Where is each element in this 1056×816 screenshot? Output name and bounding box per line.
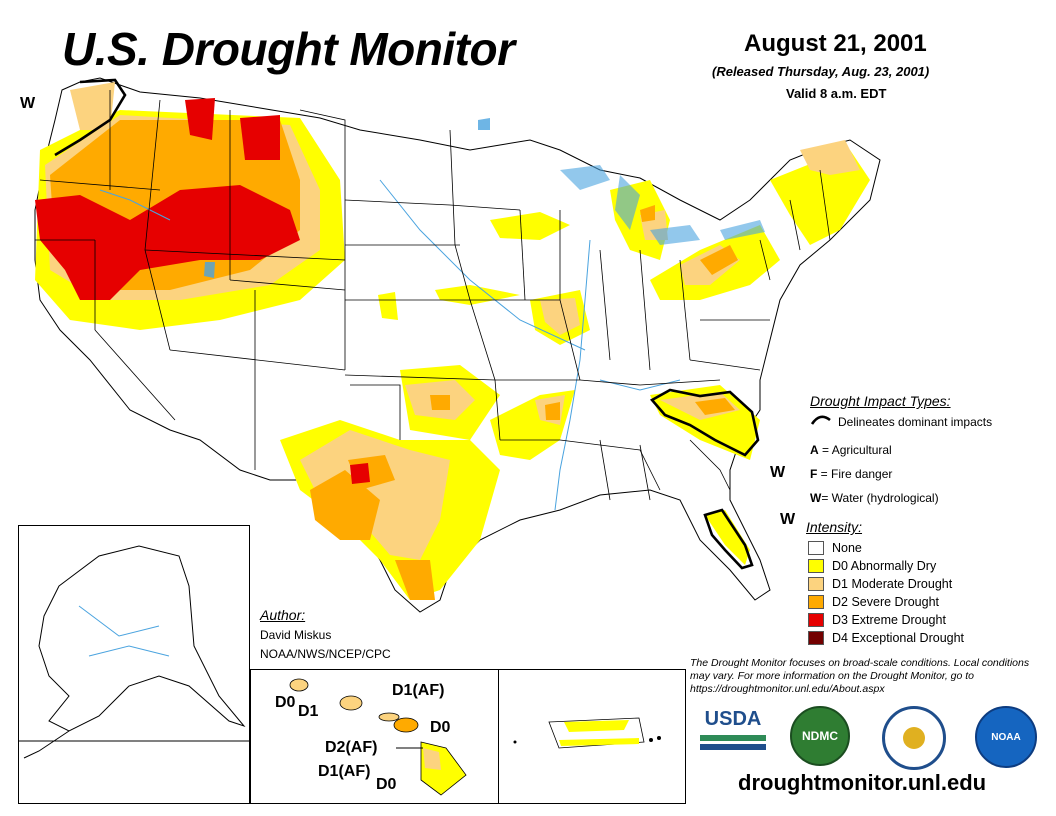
water-impact-label-florida: W (780, 511, 796, 528)
intensity-d2: D2 Severe Drought (808, 593, 964, 611)
intensity-swatch (808, 595, 824, 609)
impact-type-label: Water (hydrological) (831, 491, 939, 505)
website-url[interactable]: droughtmonitor.unl.edu (738, 770, 987, 795)
d3-areas (35, 98, 370, 484)
impact-separator: = (817, 467, 832, 481)
noaa-logo-text: NOAA (991, 731, 1021, 743)
water-bodies (204, 118, 765, 278)
puerto-rico-inset (498, 669, 686, 804)
usda-logo: USDA (700, 708, 766, 760)
impact-type-fire: F = Fire danger (810, 467, 892, 481)
alaska-map (19, 545, 249, 759)
intensity-swatch (808, 613, 824, 627)
author-org: NOAA/NWS/NCEP/CPC (260, 647, 391, 661)
commerce-seal-icon (882, 706, 946, 770)
intensity-swatch (808, 577, 824, 591)
intensity-label: None (832, 541, 862, 555)
impact-code: W (810, 491, 822, 505)
water-impact-label-northwest: W (20, 95, 36, 112)
hawaii-label-oahu: D1 (298, 703, 319, 720)
release-date: (Released Thursday, Aug. 23, 2001) (712, 64, 930, 79)
impact-type-agricultural: A = Agricultural (810, 443, 892, 457)
intensity-label: D2 Severe Drought (832, 595, 940, 609)
intensity-d0: D0 Abnormally Dry (808, 557, 964, 575)
page-title: U.S. Drought Monitor (62, 23, 515, 75)
hawaii-label-bigisland-d1: D1(AF) (318, 763, 371, 780)
hawaii-label-bigisland-d0: D0 (376, 776, 397, 793)
intensity-legend-heading: Intensity: (806, 519, 863, 535)
footer-note: The Drought Monitor focuses on broad-sca… (690, 657, 1030, 695)
intensity-d3: D3 Extreme Drought (808, 611, 964, 629)
intensity-d1: D1 Moderate Drought (808, 575, 964, 593)
puerto-rico-map (513, 717, 661, 749)
hawaii-label-maui: D0 (430, 719, 451, 736)
hawaii-label-kauai: D0 (275, 694, 296, 711)
water-impact-label-carolinas: W (770, 464, 786, 481)
intensity-label: D4 Exceptional Drought (832, 631, 965, 645)
hawaii-label-d2af: D2(AF) (325, 739, 378, 756)
impact-legend-heading: Drought Impact Types: (810, 393, 951, 409)
intensity-swatch (808, 559, 824, 573)
ndmc-logo-text: NDMC (802, 729, 838, 743)
intensity-legend: None D0 Abnormally Dry D1 Moderate Droug… (808, 539, 964, 647)
intensity-none: None (808, 539, 964, 557)
impact-separator: = (818, 443, 832, 457)
noaa-logo: NOAA (975, 706, 1037, 768)
author-name: David Miskus (260, 628, 332, 642)
state-boundaries (35, 90, 831, 501)
usda-logo-text: USDA (704, 708, 762, 730)
intensity-label: D1 Moderate Drought (832, 577, 953, 591)
hawaii-inset (250, 669, 500, 804)
impact-line-sample (810, 415, 831, 425)
impact-separator: = (821, 491, 832, 505)
author-heading: Author: (260, 607, 306, 623)
ndmc-logo: NDMC (790, 706, 850, 766)
intensity-swatch (808, 631, 824, 645)
impact-type-water: W= Water (hydrological) (810, 491, 939, 505)
intensity-label: D0 Abnormally Dry (832, 559, 937, 573)
impact-legend-delineates: Delineates dominant impacts (838, 415, 993, 429)
valid-time: Valid 8 a.m. EDT (786, 86, 887, 101)
intensity-swatch (808, 541, 824, 555)
map-date: August 21, 2001 (744, 30, 927, 57)
hawaii-label-molokai: D1(AF) (392, 682, 445, 699)
impact-type-label: Agricultural (831, 443, 892, 457)
impact-code: A (810, 443, 819, 457)
intensity-d4: D4 Exceptional Drought (808, 629, 964, 647)
impact-boundaries (54, 78, 760, 570)
impact-code: F (810, 467, 818, 481)
alaska-inset (18, 525, 250, 804)
hawaii-map (289, 678, 467, 796)
intensity-label: D3 Extreme Drought (832, 613, 946, 627)
impact-type-label: Fire danger (831, 467, 893, 481)
